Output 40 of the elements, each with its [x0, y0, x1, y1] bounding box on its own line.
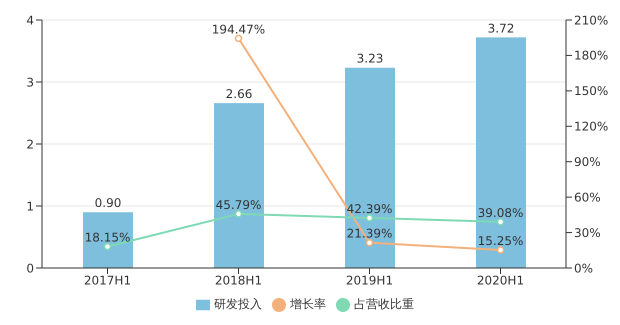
x-tick-label: 2019H1	[346, 274, 394, 288]
data-label: 2.66	[226, 87, 252, 102]
x-tick-label: 2017H1	[84, 274, 132, 288]
data-label: 0.90	[94, 196, 122, 210]
point	[104, 242, 112, 250]
y2-tick-label: 30%	[574, 226, 601, 240]
bar	[345, 68, 395, 268]
point	[366, 238, 374, 246]
y-tick-label: 2	[26, 137, 34, 152]
point	[234, 34, 242, 42]
bar	[83, 212, 133, 268]
y-tick-label: 3	[26, 75, 34, 90]
point	[234, 210, 242, 218]
point	[496, 218, 504, 226]
y2-tick-label: 60%	[574, 190, 601, 204]
y2-tick-label: 210%	[574, 13, 608, 28]
y-tick-label: 1	[26, 199, 34, 214]
data-label: 194.47%	[212, 22, 266, 36]
data-label: 39.08%	[478, 206, 524, 220]
y2-tick-label: 0%	[574, 261, 594, 276]
y-tick-label: 0	[26, 261, 34, 276]
data-label: 45.79%	[216, 198, 262, 212]
legend-label: 增长率	[290, 297, 326, 311]
y2-tick-label: 120%	[574, 120, 608, 134]
x-tick-label: 2020H1	[476, 274, 524, 288]
data-label: 3.23	[356, 52, 384, 66]
y2-tick-label: 150%	[574, 84, 608, 98]
y2-tick-label: 90%	[574, 154, 601, 169]
point	[496, 246, 504, 254]
y2-tick-label: 180%	[574, 48, 608, 63]
bar	[476, 37, 526, 268]
data-label: 18.15%	[84, 230, 130, 245]
point	[366, 214, 374, 222]
data-label: 3.72	[488, 21, 514, 36]
x-tick-label: 2018H1	[214, 274, 262, 288]
y-tick-label: 4	[26, 13, 34, 28]
legend-label: 研发投入	[214, 297, 262, 311]
data-label: 15.25%	[478, 234, 524, 248]
bar	[214, 103, 264, 268]
legend-label: 占营收比重	[354, 297, 414, 311]
